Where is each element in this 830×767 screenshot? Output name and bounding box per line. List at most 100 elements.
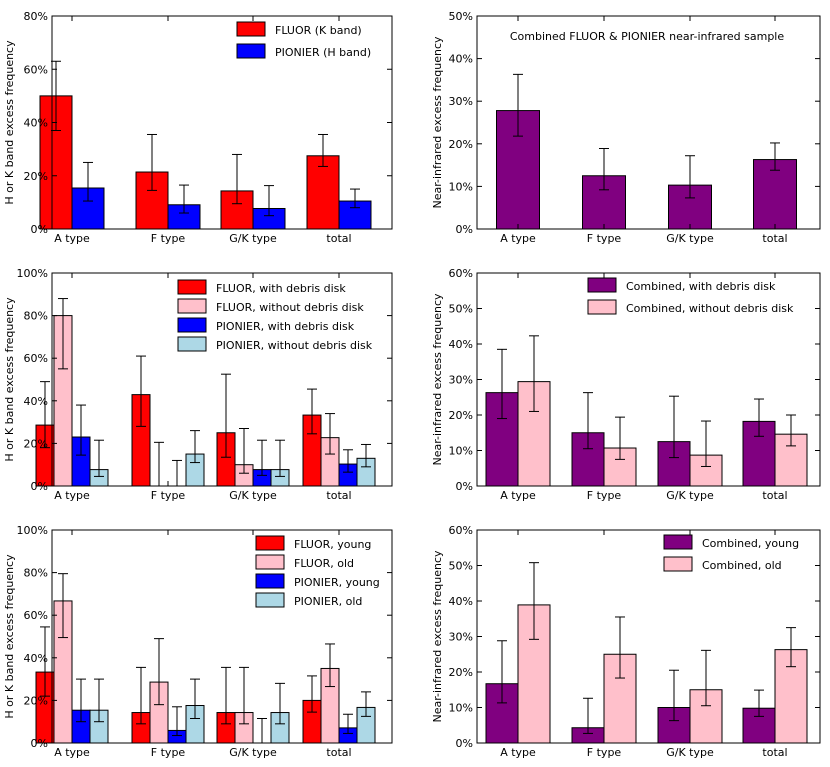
plot-frame — [476, 15, 821, 230]
y-tick-label: 40% — [449, 338, 473, 351]
y-tick-label: 50% — [449, 560, 473, 573]
legend-swatch — [255, 592, 285, 608]
chart-panel-5: 0% 20% 40% 60% 80% 100% A type F type G/K type to… — [3, 524, 393, 759]
legend-label: Combined, without debris disk — [626, 302, 794, 315]
x-tick-label: A type — [500, 746, 536, 759]
y-axis-label: Near-infrared excess frequency — [431, 36, 444, 209]
x-tick-label: F type — [151, 489, 186, 502]
y-tick-label: 40% — [24, 652, 48, 665]
x-tick-label: total — [762, 489, 787, 502]
y-tick-label: 50% — [449, 303, 473, 316]
x-tick-label: A type — [54, 232, 90, 245]
x-tick-label: G/K type — [229, 489, 277, 502]
legend-swatch — [177, 279, 207, 295]
y-tick-label: 60% — [449, 267, 473, 280]
y-tick-label: 100% — [17, 524, 48, 537]
y-tick-label: 60% — [24, 352, 48, 365]
legend-label: FLUOR, without debris disk — [216, 301, 364, 314]
chart-panel-1: 0% 20% 40% 60% 80% A type F type G/K type total H… — [3, 10, 393, 245]
legend-swatch — [255, 535, 285, 551]
y-axis-label: Near-infrared excess frequency — [431, 293, 444, 466]
legend-swatch — [587, 277, 617, 293]
y-axis-label: H or K band excess frequency — [3, 40, 16, 205]
y-tick-label: 0% — [31, 223, 48, 236]
y-axis-label: H or K band excess frequency — [3, 554, 16, 719]
y-tick-label: 0% — [31, 480, 48, 493]
y-tick-label: 60% — [449, 524, 473, 537]
x-tick-label: total — [762, 746, 787, 759]
legend-label: FLUOR, old — [294, 557, 354, 570]
x-tick-label: F type — [151, 746, 186, 759]
y-tick-label: 20% — [24, 694, 48, 707]
legend-label: Combined, old — [702, 559, 782, 572]
legend-label: FLUOR (K band) — [275, 24, 362, 37]
y-tick-label: 0% — [456, 737, 473, 750]
y-tick-label: 10% — [449, 445, 473, 458]
y-tick-label: 30% — [449, 374, 473, 387]
bar-combined-old-2 — [603, 653, 637, 744]
x-tick-label: A type — [54, 489, 90, 502]
legend-swatch — [177, 298, 207, 314]
y-tick-label: 0% — [456, 480, 473, 493]
legend-label: PIONIER, young — [294, 576, 380, 589]
y-tick-label: 40% — [24, 395, 48, 408]
y-axis-label: H or K band excess frequency — [3, 297, 16, 462]
panel-annotation: Combined FLUOR & PIONIER near-infrared s… — [510, 30, 784, 43]
legend-label: FLUOR, young — [294, 538, 371, 551]
x-tick-label: G/K type — [666, 489, 714, 502]
y-tick-label: 60% — [24, 609, 48, 622]
x-tick-label: F type — [587, 489, 622, 502]
legend-swatch — [236, 21, 266, 37]
chart-panel-6: 0% 10% 20% 30% 40% 50% 60% A type F type G/K type… — [431, 524, 821, 759]
y-tick-label: 20% — [449, 138, 473, 151]
legend-swatch — [177, 336, 207, 352]
legend-label: Combined, with debris disk — [626, 280, 776, 293]
y-tick-label: 40% — [24, 117, 48, 130]
x-tick-label: F type — [587, 746, 622, 759]
y-tick-label: 80% — [24, 310, 48, 323]
legend-swatch — [177, 317, 207, 333]
legend-label: PIONIER, without debris disk — [216, 339, 373, 352]
y-tick-label: 100% — [17, 267, 48, 280]
y-tick-label: 10% — [449, 180, 473, 193]
legend-swatch — [255, 573, 285, 589]
legend-label: PIONIER, old — [294, 595, 362, 608]
x-tick-label: G/K type — [229, 232, 277, 245]
legend-label: PIONIER (H band) — [275, 46, 371, 59]
y-tick-label: 20% — [24, 437, 48, 450]
chart-panel-3: 0% 20% 40% 60% 80% 100% A type F type G/K type to… — [3, 267, 393, 502]
y-tick-label: 0% — [31, 737, 48, 750]
x-tick-label: total — [762, 232, 787, 245]
plot-frame — [51, 272, 393, 487]
x-tick-label: A type — [54, 746, 90, 759]
plot-frame — [51, 529, 393, 744]
y-tick-label: 20% — [449, 409, 473, 422]
chart-panel-2: 0% 10% 20% 30% 40% 50% A type F type G/K type tot… — [431, 10, 821, 245]
y-tick-label: 50% — [449, 10, 473, 23]
bar-combined-3 — [668, 184, 712, 230]
x-tick-label: total — [326, 232, 351, 245]
legend-label: PIONIER, with debris disk — [216, 320, 355, 333]
y-tick-label: 10% — [449, 702, 473, 715]
y-tick-label: 0% — [456, 223, 473, 236]
y-tick-label: 80% — [24, 10, 48, 23]
y-tick-label: 40% — [449, 595, 473, 608]
x-tick-label: A type — [500, 232, 536, 245]
x-tick-label: total — [326, 746, 351, 759]
x-tick-label: total — [326, 489, 351, 502]
x-tick-label: F type — [587, 232, 622, 245]
y-tick-label: 80% — [24, 567, 48, 580]
legend-swatch — [587, 299, 617, 315]
y-tick-label: 30% — [449, 631, 473, 644]
y-tick-label: 40% — [449, 53, 473, 66]
y-tick-label: 60% — [24, 63, 48, 76]
y-tick-label: 20% — [24, 170, 48, 183]
x-tick-label: A type — [500, 489, 536, 502]
x-tick-label: G/K type — [666, 232, 714, 245]
y-tick-label: 30% — [449, 95, 473, 108]
chart-panel-4: 0% 10% 20% 30% 40% 50% 60% A type F type G/K type… — [431, 267, 821, 502]
legend-swatch — [255, 554, 285, 570]
legend-swatch — [663, 556, 693, 572]
x-tick-label: G/K type — [229, 746, 277, 759]
